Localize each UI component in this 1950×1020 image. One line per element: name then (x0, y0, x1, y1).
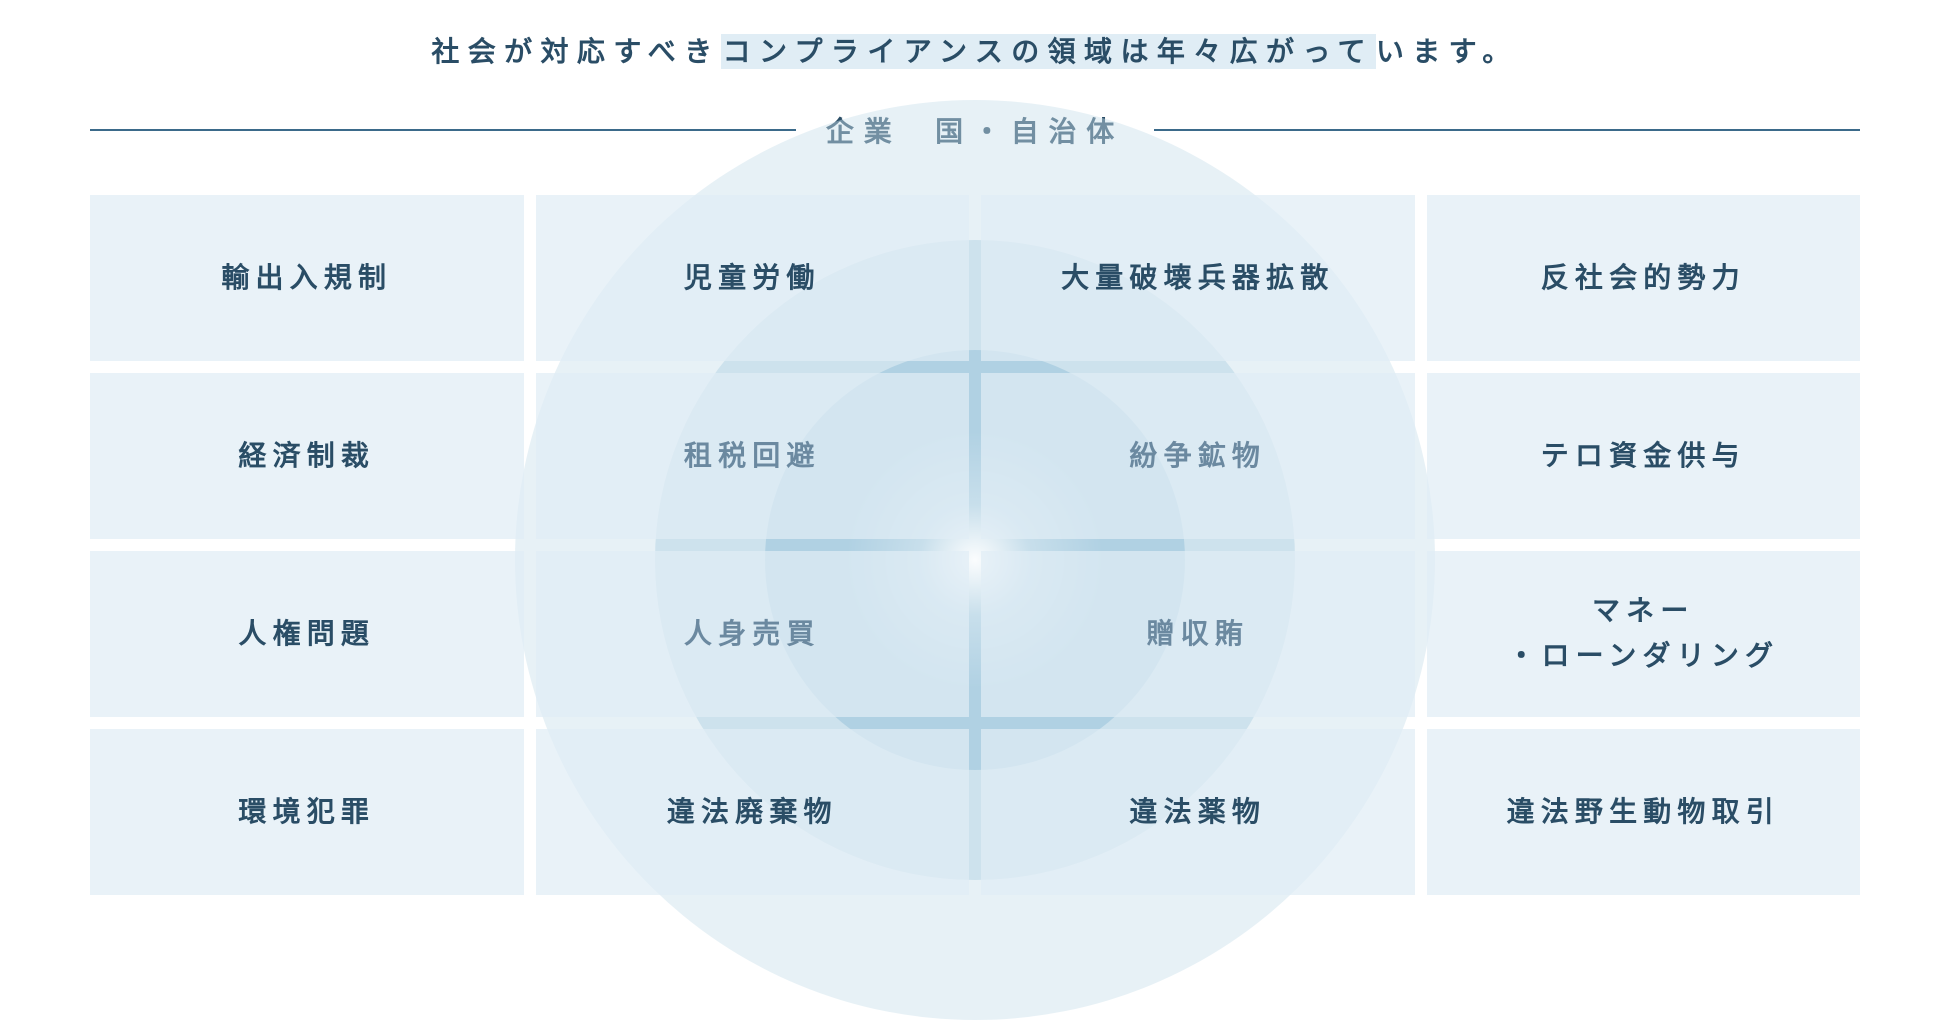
compliance-cell: 経済制裁 (90, 373, 524, 539)
grid-wrapper: 輸出入規制 児童労働 大量破壊兵器拡散 反社会的勢力経済制裁 租税回避 紛争鉱物 テロ資金供… (90, 195, 1860, 895)
compliance-cell: 人身売買 (536, 551, 970, 717)
compliance-cell-label: テロ資金供与 (1541, 434, 1746, 479)
subtitle-row: 企業 国・自治体 (90, 110, 1860, 150)
compliance-cell: 反社会的勢力 (1427, 195, 1861, 361)
compliance-cell: 輸出入規制 (90, 195, 524, 361)
compliance-cell: 大量破壊兵器拡散 (981, 195, 1415, 361)
compliance-cell: 環境犯罪 (90, 729, 524, 895)
compliance-grid: 輸出入規制 児童労働 大量破壊兵器拡散 反社会的勢力経済制裁 租税回避 紛争鉱物 テロ資金供… (90, 195, 1860, 895)
compliance-cell: マネー ・ローンダリング (1427, 551, 1861, 717)
compliance-cell-label: 違法野生動物取引 (1507, 790, 1780, 835)
compliance-cell-label: 人権問題 (238, 612, 375, 657)
compliance-cell-label: 違法廃棄物 (667, 790, 838, 835)
compliance-cell-label: 贈収賄 (1147, 612, 1249, 657)
compliance-cell-label: 児童労働 (684, 256, 821, 301)
subtitle-line-right (1154, 129, 1860, 131)
compliance-cell: 贈収賄 (981, 551, 1415, 717)
compliance-cell: 紛争鉱物 (981, 373, 1415, 539)
compliance-cell: 違法廃棄物 (536, 729, 970, 895)
compliance-cell-label: 人身売買 (684, 612, 821, 657)
compliance-cell-label: 大量破壊兵器拡散 (1061, 256, 1334, 301)
infographic-container: 社会が対応すべきコンプライアンスの領域は年々広がっています。 企業 国・自治体 輸… (0, 0, 1950, 895)
compliance-cell: 違法野生動物取引 (1427, 729, 1861, 895)
subtitle-text: 企業 国・自治体 (796, 110, 1154, 150)
compliance-cell-label: 輸出入規制 (221, 256, 392, 301)
headline-suffix: います。 (1376, 36, 1519, 67)
headline-prefix: 社会が対応すべき (431, 36, 720, 67)
compliance-cell-label: 違法薬物 (1129, 790, 1266, 835)
headline-highlight: コンプライアンスの領域は年々広がって (721, 34, 1376, 69)
headline: 社会が対応すべきコンプライアンスの領域は年々広がっています。 (90, 30, 1860, 70)
subtitle-right-label: 国・自治体 (935, 116, 1124, 147)
compliance-cell: 児童労働 (536, 195, 970, 361)
compliance-cell-label: 反社会的勢力 (1541, 256, 1746, 301)
compliance-cell: 違法薬物 (981, 729, 1415, 895)
compliance-cell-label: 環境犯罪 (238, 790, 375, 835)
compliance-cell: 人権問題 (90, 551, 524, 717)
compliance-cell-label: 紛争鉱物 (1129, 434, 1266, 479)
compliance-cell-label: マネー ・ローンダリング (1507, 589, 1779, 679)
compliance-cell-label: 租税回避 (684, 434, 821, 479)
compliance-cell: 租税回避 (536, 373, 970, 539)
subtitle-line-left (90, 129, 796, 131)
compliance-cell: テロ資金供与 (1427, 373, 1861, 539)
compliance-cell-label: 経済制裁 (238, 434, 375, 479)
subtitle-left-label: 企業 (826, 116, 902, 147)
